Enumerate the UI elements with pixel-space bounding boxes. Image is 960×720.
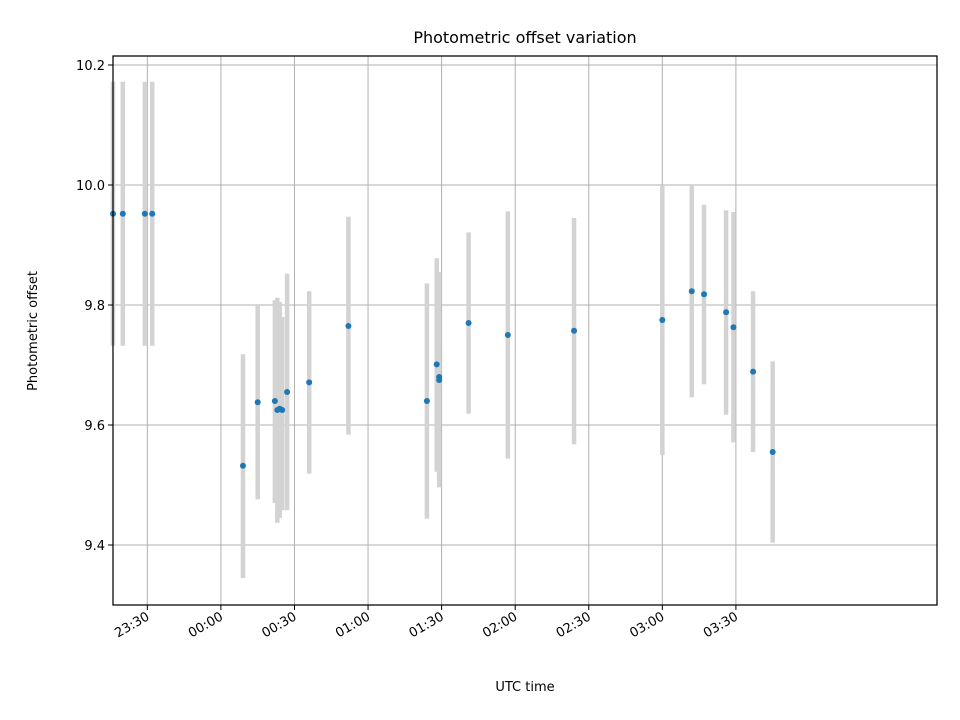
data-point bbox=[306, 379, 313, 386]
plot-frame bbox=[112, 55, 938, 606]
y-axis-label: Photometric offset bbox=[26, 271, 41, 391]
data-point bbox=[688, 288, 695, 295]
data-point bbox=[436, 377, 443, 383]
data-point bbox=[750, 368, 757, 375]
data-point bbox=[730, 324, 737, 331]
data-point bbox=[701, 291, 708, 298]
y-tick-label: 10.2 bbox=[76, 59, 105, 74]
data-point bbox=[433, 361, 440, 368]
data-point bbox=[141, 210, 148, 217]
y-tick-label: 9.4 bbox=[84, 539, 105, 554]
y-tick-label: 10.0 bbox=[76, 179, 105, 194]
x-axis-label: UTC time bbox=[495, 680, 554, 695]
data-point bbox=[119, 210, 126, 217]
data-point bbox=[723, 309, 730, 316]
point-layer bbox=[110, 210, 776, 469]
y-tick-label: 9.6 bbox=[84, 419, 105, 434]
data-point bbox=[504, 332, 511, 338]
data-point bbox=[239, 462, 246, 469]
data-point bbox=[769, 449, 776, 455]
data-point bbox=[423, 398, 430, 404]
y-tick-label: 9.8 bbox=[84, 299, 105, 314]
data-point bbox=[279, 407, 286, 413]
grid-layer bbox=[113, 56, 937, 605]
chart-title: Photometric offset variation bbox=[413, 28, 636, 47]
data-point bbox=[571, 327, 578, 334]
data-point bbox=[254, 399, 261, 406]
data-point bbox=[271, 398, 278, 404]
data-point bbox=[659, 317, 666, 323]
data-point bbox=[284, 389, 291, 395]
data-point bbox=[149, 210, 156, 217]
data-point bbox=[345, 323, 352, 329]
data-point bbox=[465, 320, 472, 326]
